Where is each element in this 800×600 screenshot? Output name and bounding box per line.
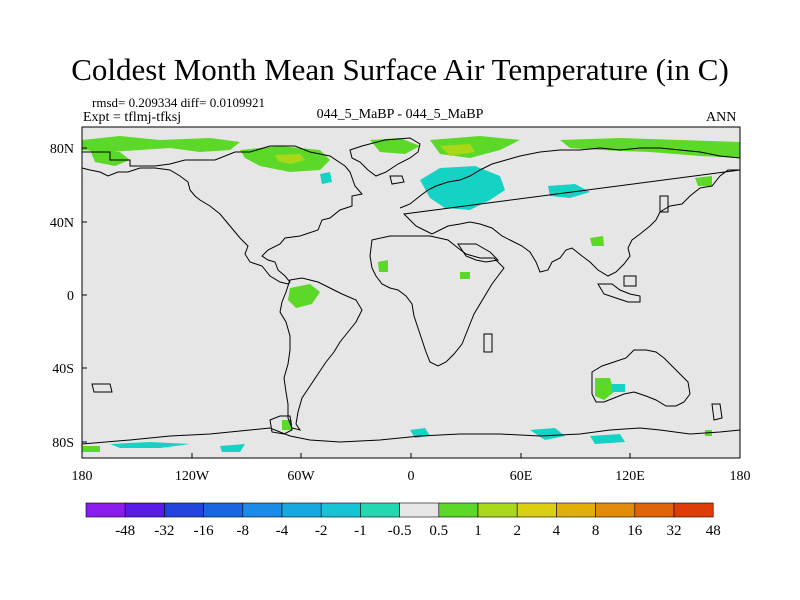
patch-east-asia-green <box>695 176 712 186</box>
lon-label-180e: 180 <box>730 469 751 484</box>
lat-label-80n: 80N <box>50 142 74 157</box>
lon-label-0: 0 <box>408 469 415 484</box>
patch-australia-cyan <box>612 384 625 392</box>
colorbar: -48 -32 -16 -8 -4 -2 -1 -0.5 0.5 1 2 4 8 16 32 48 <box>85 502 721 539</box>
lat-label-80s: 80S <box>52 436 74 451</box>
colorbar-swatch <box>164 502 204 518</box>
patch-eurasia-yellow <box>440 144 475 156</box>
coast-japan <box>659 195 669 213</box>
comparison-label: 044_5_MaBP - 044_5_MaBP <box>316 107 484 122</box>
lat-axis: 80N 40N 0 40S 80S <box>50 142 87 451</box>
colorbar-label: -1 <box>354 523 367 539</box>
colorbar-swatch <box>320 502 361 518</box>
coast-australia <box>591 349 691 407</box>
lon-label-120e: 120E <box>615 469 645 484</box>
coast-new-zealand <box>711 403 723 421</box>
patch-australia-green <box>595 378 614 400</box>
patch-arctic-green-west <box>82 136 240 152</box>
lon-label-120w: 120W <box>175 469 210 484</box>
coast-south-america <box>279 277 363 431</box>
colorbar-swatch <box>556 502 596 518</box>
colorbar-swatch <box>281 502 322 518</box>
patch-canada-cyan <box>320 172 332 184</box>
lon-label-180w: 180 <box>72 469 93 484</box>
patch-antarctic-cyan-east2 <box>530 428 565 440</box>
lat-label-0: 0 <box>67 289 74 304</box>
lon-axis: 180 120W 60W 0 60E 120E 180 <box>72 453 751 484</box>
experiment-line: Expt = tflmj-tfksj <box>83 110 182 125</box>
colorbar-swatch <box>399 502 440 518</box>
patch-greenland-green <box>370 138 420 154</box>
patch-north-america-yellow <box>275 154 305 164</box>
patch-europe-cyan <box>420 166 505 210</box>
lat-label-40s: 40S <box>52 362 74 377</box>
coast-arabia <box>457 243 500 263</box>
season-label: ANN <box>706 110 737 125</box>
patch-south-america-green <box>288 284 320 308</box>
coast-north-america <box>81 145 363 285</box>
colorbar-label: 8 <box>592 523 600 539</box>
colorbar-label: -16 <box>194 523 214 539</box>
colorbar-label: -4 <box>276 523 289 539</box>
patch-east-europe-cyan <box>548 184 590 198</box>
lon-label-60e: 60E <box>510 469 533 484</box>
patch-antarctic-green-west <box>82 446 100 452</box>
colorbar-label: -0.5 <box>388 523 412 539</box>
coast-antarctic-peninsula <box>269 415 293 435</box>
colorbar-label: 2 <box>513 523 521 539</box>
anomaly-patches <box>82 136 740 452</box>
colorbar-label: 48 <box>706 523 721 539</box>
colorbar-swatch <box>203 502 244 518</box>
colorbar-swatch <box>85 502 126 518</box>
patch-africa-green <box>378 260 388 272</box>
colorbar-swatch <box>595 502 636 518</box>
patch-asia-green <box>590 236 604 246</box>
colorbar-label: -8 <box>237 523 250 539</box>
chart-title: Coldest Month Mean Surface Air Temperatu… <box>71 52 729 87</box>
stats-line: rmsd= 0.209334 diff= 0.0109921 <box>92 95 265 110</box>
colorbar-label: -48 <box>115 523 135 539</box>
colorbar-label: 0.5 <box>429 523 448 539</box>
colorbar-label: 1 <box>474 523 482 539</box>
coast-madagascar <box>483 333 493 353</box>
coastlines <box>81 137 741 445</box>
coast-indonesia <box>597 283 641 303</box>
coast-iceland <box>389 175 405 185</box>
coast-small-island-2 <box>623 275 637 287</box>
colorbar-swatch <box>634 502 675 518</box>
colorbar-swatch <box>242 502 283 518</box>
map-field <box>82 127 740 458</box>
coast-antarctica <box>81 427 741 445</box>
colorbar-label: -32 <box>154 523 174 539</box>
colorbar-label: 4 <box>553 523 561 539</box>
coast-greenland <box>349 137 421 177</box>
colorbar-swatch <box>516 502 557 518</box>
patch-arabia-green <box>460 272 470 279</box>
lat-label-40n: 40N <box>50 216 74 231</box>
colorbar-swatch <box>477 502 518 518</box>
patch-antarctic-cyan-mid <box>220 444 245 452</box>
colorbar-swatch <box>124 502 165 518</box>
patch-antarctic-cyan-east3 <box>590 434 625 444</box>
colorbar-swatch <box>673 502 714 518</box>
colorbar-label: 16 <box>627 523 643 539</box>
lon-label-60w: 60W <box>287 469 315 484</box>
colorbar-label: -2 <box>315 523 328 539</box>
patch-antarctic-cyan-west <box>110 442 190 448</box>
colorbar-swatch <box>438 502 479 518</box>
colorbar-label: 32 <box>667 523 682 539</box>
colorbar-swatch <box>360 502 400 518</box>
coast-small-island-1 <box>91 383 113 393</box>
